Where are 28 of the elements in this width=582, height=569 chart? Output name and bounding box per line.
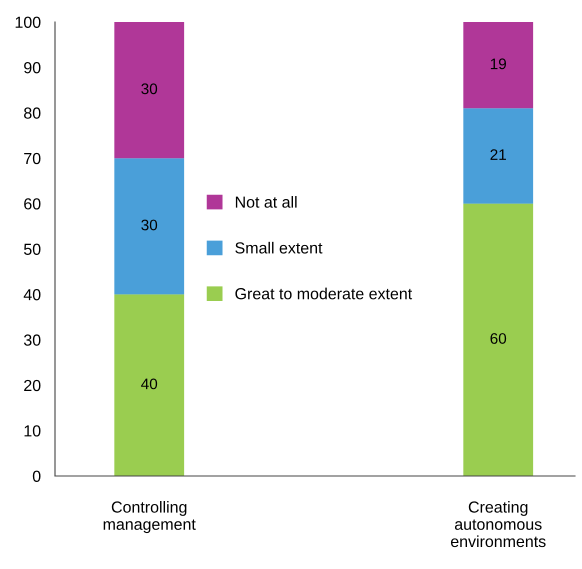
bar bbox=[114, 294, 184, 476]
data-label: 30 bbox=[141, 83, 158, 94]
bar bbox=[463, 204, 534, 476]
bar bbox=[114, 22, 184, 158]
x-tick-label: Creating autonomous environments bbox=[450, 501, 546, 548]
y-tick-label: 30 bbox=[24, 334, 40, 346]
y-tick-label: 70 bbox=[24, 152, 40, 164]
legend-label: Small extent bbox=[235, 242, 322, 254]
y-tick-label: 0 bbox=[32, 470, 40, 482]
y-tick-label: 100 bbox=[16, 16, 40, 28]
y-tick-label: 50 bbox=[24, 244, 40, 255]
data-label: 60 bbox=[490, 333, 506, 344]
y-tick-label: 90 bbox=[24, 62, 40, 74]
y-tick-label: 20 bbox=[24, 380, 40, 392]
y-tick-label: 80 bbox=[24, 107, 40, 119]
bar bbox=[114, 158, 184, 294]
legend-label: Not at all bbox=[236, 196, 297, 208]
y-tick-label: 40 bbox=[24, 289, 40, 300]
legend-label: Great to moderate extent bbox=[235, 288, 412, 300]
bar bbox=[463, 108, 534, 204]
y-tick-label: 60 bbox=[24, 198, 40, 210]
y-tick-label: 10 bbox=[24, 425, 40, 437]
data-label: 21 bbox=[490, 149, 506, 160]
data-label: 40 bbox=[141, 378, 158, 390]
bar bbox=[463, 22, 534, 108]
data-label: 19 bbox=[490, 58, 506, 70]
data-label: 30 bbox=[141, 220, 158, 230]
x-tick-label: Controlling management bbox=[104, 501, 196, 534]
